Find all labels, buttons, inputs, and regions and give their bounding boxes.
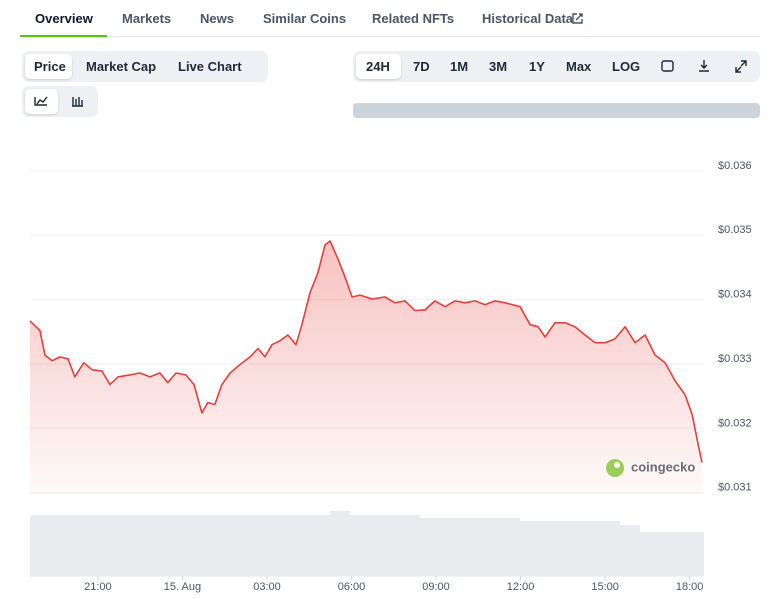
- tab[interactable]: Related NFTs: [372, 11, 455, 26]
- tab[interactable]: Similar Coins: [263, 11, 347, 26]
- tab-divider: [20, 36, 760, 37]
- x-tick-label: 06:00: [338, 581, 366, 593]
- active-button: [356, 54, 401, 79]
- y-tick-label: $0.034: [718, 289, 752, 301]
- chart-tab[interactable]: Price: [34, 59, 66, 74]
- range-group: [353, 51, 760, 82]
- watermark-logo: [606, 459, 624, 477]
- active-underline: [20, 35, 107, 37]
- tab[interactable]: News: [200, 11, 234, 26]
- tab[interactable]: Historical Data: [482, 11, 574, 26]
- y-tick-label: $0.033: [718, 353, 752, 365]
- tab[interactable]: Markets: [122, 11, 172, 26]
- range-button[interactable]: 1Y: [529, 59, 545, 74]
- range-slider[interactable]: [353, 103, 760, 118]
- range-button[interactable]: 24H: [366, 59, 390, 74]
- watermark-logo-eye: [614, 462, 620, 468]
- x-tick-label: 21:00: [84, 581, 112, 593]
- range-button[interactable]: 3M: [489, 59, 508, 74]
- line-icon[interactable]: [34, 96, 48, 106]
- range-button[interactable]: 7D: [413, 59, 430, 74]
- download-icon[interactable]: [699, 60, 709, 72]
- calendar-icon[interactable]: [661, 60, 674, 72]
- range-button[interactable]: 1M: [450, 59, 469, 74]
- external-icon: [572, 13, 583, 24]
- watermark: coingecko: [631, 459, 695, 474]
- x-tick-label: 15:00: [591, 581, 619, 593]
- chart-tab[interactable]: Market Cap: [86, 59, 157, 74]
- volume-area: [30, 511, 704, 576]
- y-tick-label: $0.035: [718, 224, 752, 236]
- active-button: [25, 54, 72, 79]
- y-tick-label: $0.031: [718, 482, 752, 494]
- x-tick-label: 12:00: [507, 581, 535, 593]
- expand-icon[interactable]: [735, 60, 747, 73]
- range-button[interactable]: Max: [566, 59, 592, 74]
- x-tick-label: 18:00: [676, 581, 704, 593]
- y-tick-label: $0.032: [718, 417, 752, 429]
- price-line: [29, 240, 703, 463]
- area-fill: [30, 241, 703, 494]
- range-button[interactable]: LOG: [612, 59, 641, 74]
- y-tick-label: $0.036: [718, 160, 752, 172]
- x-tick-label: 15. Aug: [164, 581, 201, 593]
- bar-icon[interactable]: [72, 97, 83, 107]
- chart-tab[interactable]: Live Chart: [178, 59, 242, 74]
- x-tick-label: 09:00: [422, 581, 450, 593]
- x-tick-label: 03:00: [253, 581, 281, 593]
- tab[interactable]: Overview: [35, 11, 93, 26]
